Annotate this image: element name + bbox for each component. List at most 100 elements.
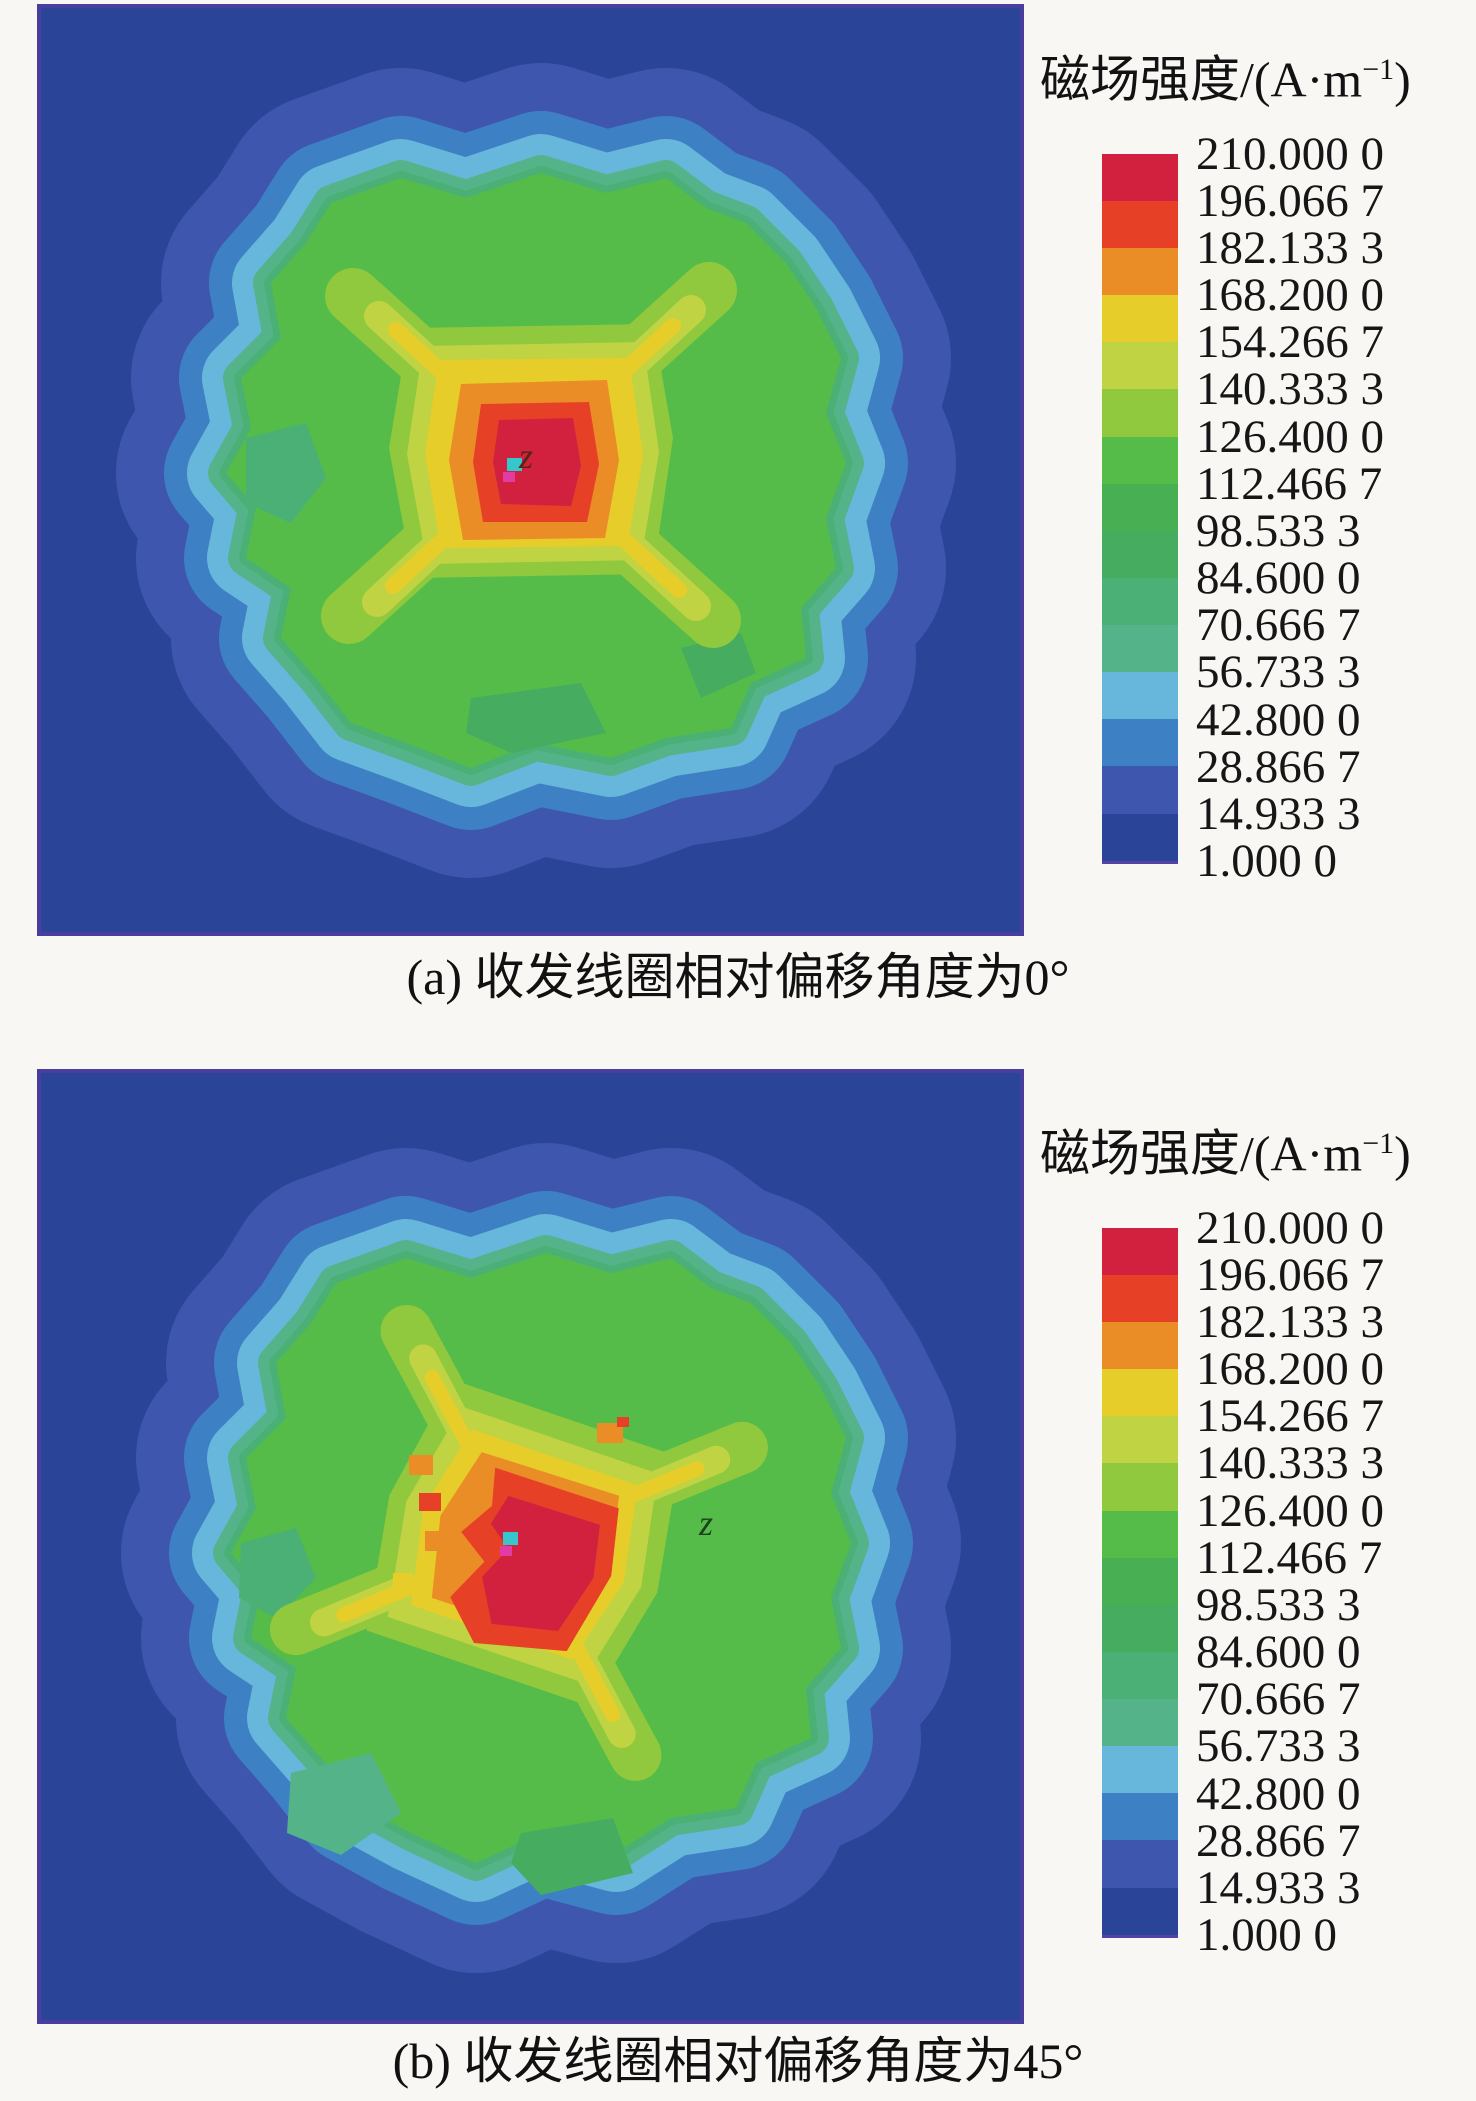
legend-tick-label: 14.933 3	[1196, 1861, 1361, 1914]
colorbar-band	[1102, 1604, 1178, 1652]
colorbar-band	[1102, 483, 1178, 531]
legend-tick-label: 182.133 3	[1196, 221, 1384, 274]
colorbar-band	[1102, 813, 1178, 861]
heatmap-panel-b: z	[37, 1069, 1024, 2024]
green-patch-a1	[246, 423, 326, 523]
colorbar-band	[1102, 577, 1178, 626]
colorbar-band	[1102, 200, 1178, 248]
legend-title-a: 磁场强度/(A·m−1)	[1040, 51, 1411, 108]
speckle-red-b1	[419, 1493, 441, 1511]
legend-tick-label: 126.400 0	[1196, 410, 1384, 463]
green-patch-a3	[681, 633, 756, 698]
legend-tick-label: 112.466 7	[1196, 457, 1383, 510]
legend-tick-label: 84.600 0	[1196, 1626, 1361, 1679]
legend-tick-label: 70.666 7	[1196, 1673, 1361, 1726]
colorbar-band	[1102, 1510, 1178, 1558]
legend-tick-label: 84.600 0	[1196, 552, 1361, 605]
colorbar-band	[1102, 1651, 1178, 1700]
caption-a: (a) 收发线圈相对偏移角度为0°	[406, 949, 1070, 1005]
colorbar-band	[1102, 530, 1178, 578]
legend-labels-a: 210.000 0 196.066 7 182.133 3 168.200 0 …	[1196, 127, 1384, 887]
core-crimson-b	[482, 1495, 600, 1632]
green-patch-b2	[511, 1818, 633, 1895]
colorbar-band	[1102, 1227, 1178, 1275]
colorbar-band	[1102, 1887, 1178, 1935]
legend-tick-label: 98.533 3	[1196, 504, 1361, 557]
center-marker-magenta-a	[503, 472, 515, 482]
legend-tick-label: 168.200 0	[1196, 1343, 1384, 1396]
legend-tick-label: 28.866 7	[1196, 740, 1361, 793]
speckle-orange-b2	[425, 1531, 449, 1551]
colorbar-band	[1102, 1369, 1178, 1417]
legend-tick-label: 28.866 7	[1196, 1814, 1361, 1867]
colorbar-band	[1102, 1793, 1178, 1841]
legend-colorbar-a	[1102, 153, 1178, 864]
legend-tick-label: 1.000 0	[1196, 835, 1337, 887]
field-core-b	[269, 1305, 768, 1781]
z-axis-marker-a: z	[518, 436, 533, 476]
colorbar-band	[1102, 1274, 1178, 1322]
colorbar-band	[1102, 1746, 1178, 1794]
legend-tick-label: 1.000 0	[1196, 1909, 1337, 1961]
colorbar-band	[1102, 247, 1178, 296]
legend-tick-label: 98.533 3	[1196, 1578, 1361, 1631]
heatmap-panel-a: z	[37, 4, 1024, 936]
center-marker-cyan-a	[507, 458, 522, 471]
caption-b: (b) 收发线圈相对偏移角度为45°	[392, 2033, 1084, 2089]
green-patch-b3	[239, 1528, 316, 1618]
legend-labels-b: 210.000 0 196.066 7 182.133 3 168.200 0 …	[1196, 1201, 1384, 1961]
legend-tick-label: 14.933 3	[1196, 787, 1361, 840]
legend-tick-label: 140.333 3	[1196, 363, 1384, 416]
z-axis-marker-b: z	[698, 1503, 713, 1543]
colorbar-band	[1102, 389, 1178, 437]
legend-tick-label: 196.066 7	[1196, 1248, 1384, 1301]
colorbar-band	[1102, 295, 1178, 343]
legend-tick-label: 42.800 0	[1196, 693, 1361, 746]
legend-tick-label: 42.800 0	[1196, 1767, 1361, 1820]
contour-rings-b	[121, 1143, 961, 1973]
legend-tick-label: 56.733 3	[1196, 646, 1361, 699]
legend-tick-label: 140.333 3	[1196, 1437, 1384, 1490]
legend-body-b: 210.000 0 196.066 7 182.133 3 168.200 0 …	[1102, 1204, 1476, 1960]
legend-tick-label: 126.400 0	[1196, 1484, 1384, 1537]
speckle-yellow-b1	[393, 1573, 413, 1589]
legend-tick-label: 210.000 0	[1196, 1201, 1384, 1254]
colorbar-band	[1102, 1557, 1178, 1605]
legend-tick-label: 182.133 3	[1196, 1295, 1384, 1348]
legend-tick-label: 56.733 3	[1196, 1720, 1361, 1773]
colorbar-band	[1102, 672, 1178, 720]
legend-title-b: 磁场强度/(A·m−1)	[1040, 1125, 1411, 1182]
colorbar-band	[1102, 1840, 1178, 1888]
colorbar-band	[1102, 1416, 1178, 1464]
colorbar-band	[1102, 153, 1178, 201]
legend-tick-label: 168.200 0	[1196, 269, 1384, 322]
legend-a: 磁场强度/(A·m−1) 210.000 0	[1040, 40, 1476, 885]
core-crimson-a	[493, 418, 581, 506]
colorbar-band	[1102, 436, 1178, 484]
speckle-orange-b3	[597, 1423, 623, 1443]
center-marker-cyan-b	[503, 1532, 518, 1545]
colorbar-band	[1102, 625, 1178, 673]
green-patch-a2	[466, 683, 606, 753]
field-core-a	[321, 262, 741, 648]
colorbar-band	[1102, 1321, 1178, 1370]
legend-body-a: 210.000 0 196.066 7 182.133 3 168.200 0 …	[1102, 130, 1476, 886]
center-marker-magenta-b	[500, 1546, 512, 1556]
colorbar-band	[1102, 1699, 1178, 1747]
colorbar-band	[1102, 719, 1178, 767]
colorbar-band	[1102, 342, 1178, 390]
legend-tick-label: 154.266 7	[1196, 1390, 1384, 1443]
legend-colorbar-b	[1102, 1227, 1178, 1938]
legend-tick-label: 70.666 7	[1196, 599, 1361, 652]
legend-b: 磁场强度/(A·m−1) 210.000 0	[1040, 1114, 1476, 1959]
legend-tick-label: 210.000 0	[1196, 127, 1384, 180]
speckle-red-b2	[617, 1417, 629, 1427]
speckle-orange-b1	[409, 1455, 433, 1475]
green-patch-b1	[287, 1753, 401, 1855]
colorbar-band	[1102, 1463, 1178, 1511]
legend-tick-label: 154.266 7	[1196, 316, 1384, 369]
legend-tick-label: 112.466 7	[1196, 1531, 1383, 1584]
legend-tick-label: 196.066 7	[1196, 174, 1384, 227]
colorbar-band	[1102, 766, 1178, 814]
